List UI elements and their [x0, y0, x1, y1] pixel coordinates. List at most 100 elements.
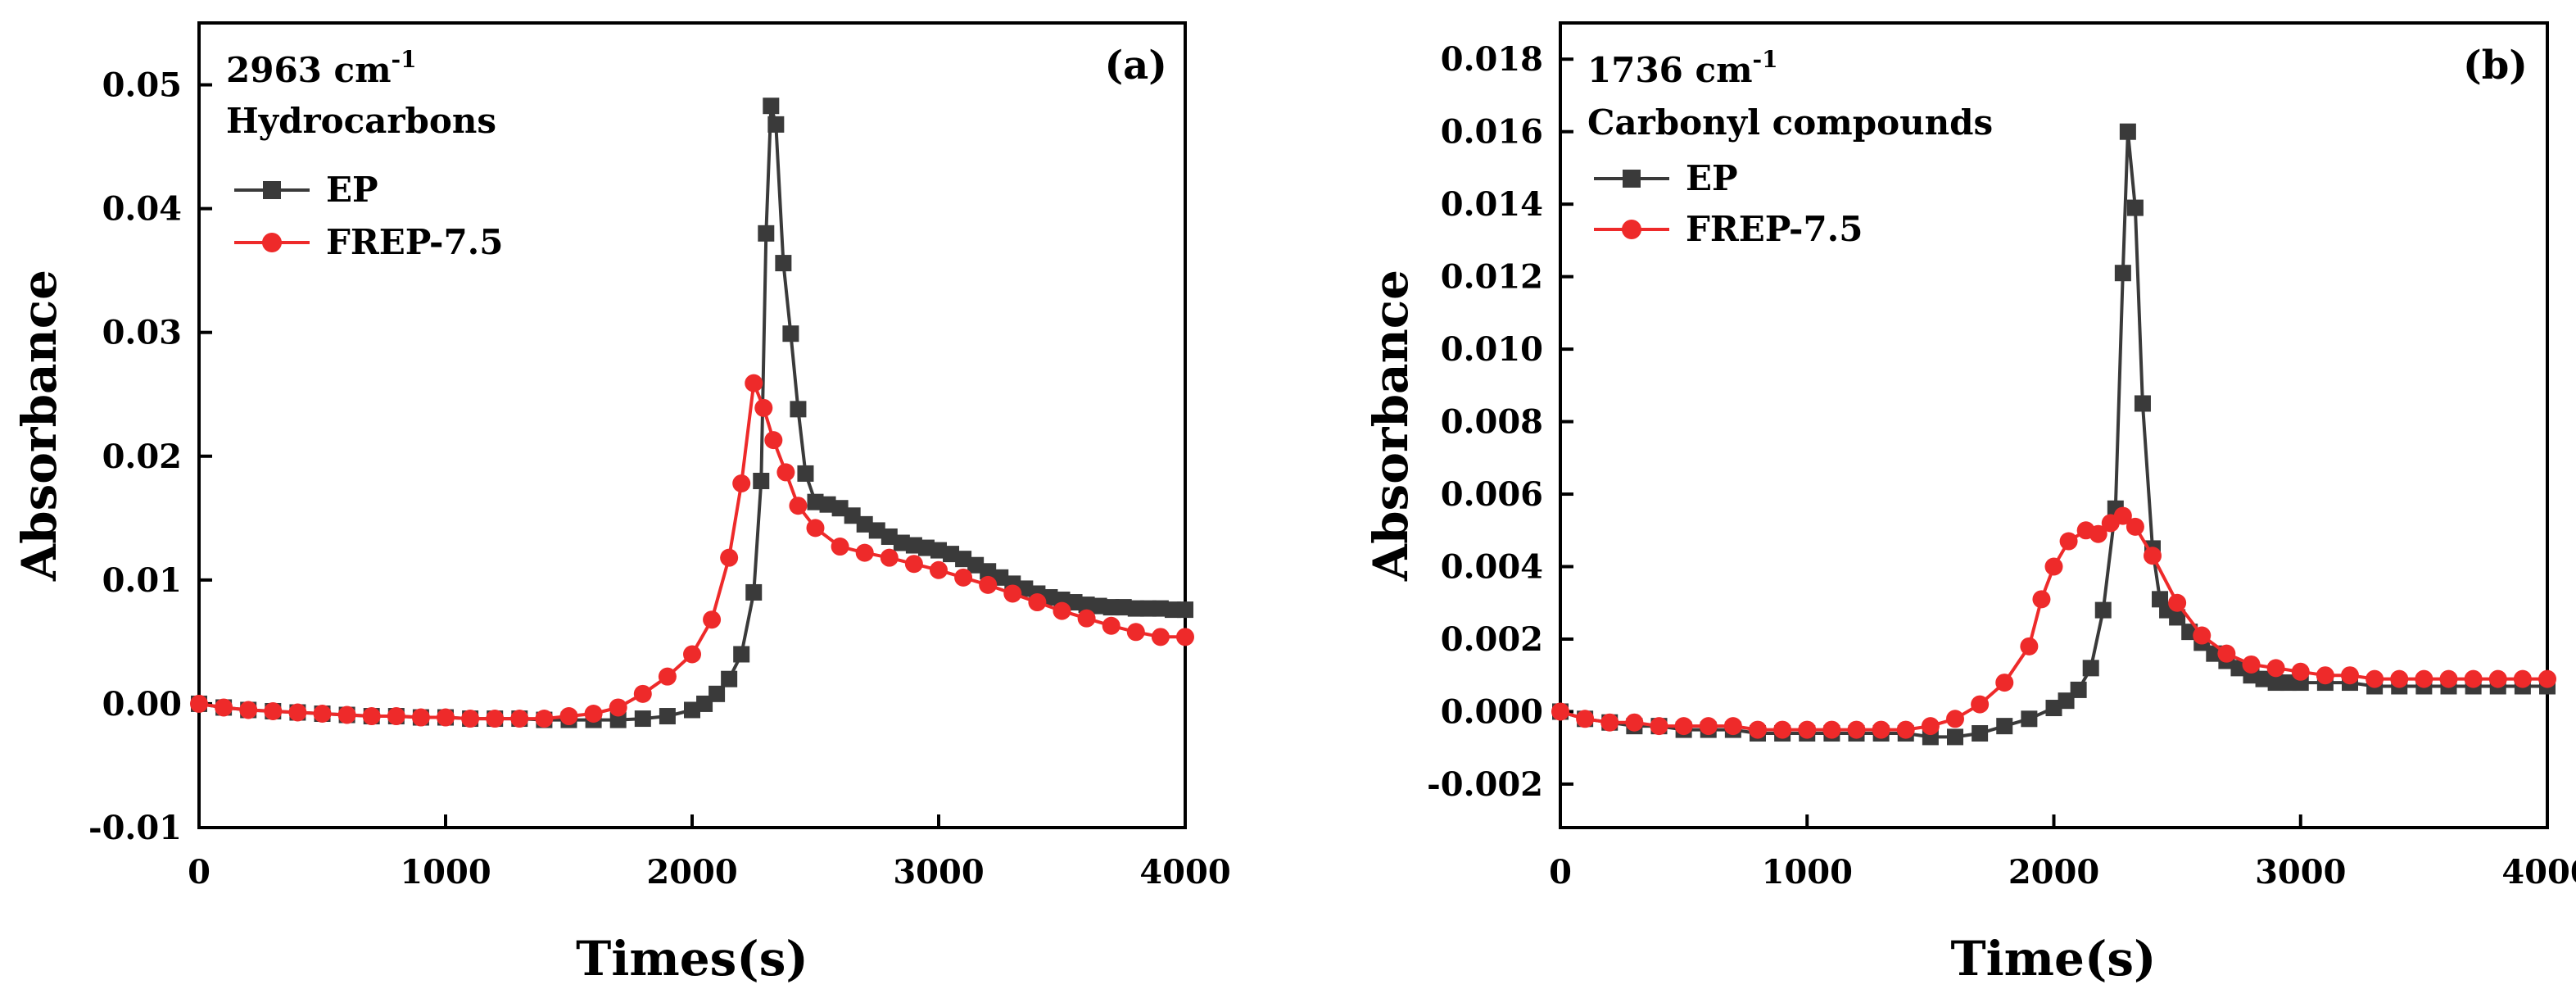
legend: EP FREP-7.5 [234, 170, 504, 262]
compound-annotation: Hydrocarbons [226, 101, 496, 141]
y-tick-label: 0.008 [1441, 403, 1543, 442]
data-point-frep-7-5 [190, 694, 208, 713]
data-point-ep [2114, 265, 2131, 282]
data-point-ep [955, 551, 972, 568]
data-point-ep [2058, 692, 2075, 710]
x-tick-label: 2000 [646, 853, 737, 891]
panel-label: (a) [1104, 43, 1167, 88]
data-point-frep-7-5 [1551, 702, 1569, 721]
data-point-frep-7-5 [720, 548, 739, 567]
legend-item-frep: FREP-7.5 [1594, 209, 1863, 249]
x-tick-label: 0 [188, 853, 211, 891]
data-point-frep-7-5 [776, 463, 795, 482]
data-point-ep [763, 98, 780, 115]
data-point-ep [2119, 123, 2136, 140]
x-tick-label: 4000 [2501, 853, 2576, 891]
data-point-ep [2094, 601, 2112, 619]
y-tick-label: 0.006 [1441, 475, 1543, 514]
data-point-ep [1972, 724, 1989, 742]
data-point-frep-7-5 [1650, 717, 1668, 736]
data-point-frep-7-5 [1723, 717, 1742, 736]
data-point-frep-7-5 [2168, 593, 2187, 612]
data-point-frep-7-5 [954, 568, 973, 587]
compound-annotation: Carbonyl compounds [1587, 102, 1993, 143]
data-point-ep [709, 685, 726, 702]
axis-ticks: 0 1000 2000 3000 4000 -0.01 0.00 0.01 0.02 0.03 0.… [88, 66, 1231, 891]
data-point-frep-7-5 [2341, 666, 2359, 685]
data-point-ep [767, 116, 785, 133]
y-tick-label: 0.002 [1441, 620, 1543, 659]
series-layer [190, 98, 1194, 728]
data-point-frep-7-5 [831, 538, 849, 556]
data-point-frep-7-5 [535, 710, 554, 728]
data-point-frep-7-5 [880, 548, 899, 567]
data-point-frep-7-5 [609, 698, 627, 717]
data-point-frep-7-5 [1151, 628, 1170, 646]
data-point-frep-7-5 [2032, 590, 2051, 609]
data-point-frep-7-5 [486, 710, 505, 728]
data-point-ep [2267, 674, 2284, 692]
data-point-frep-7-5 [1822, 720, 1841, 739]
data-point-ep [753, 472, 770, 489]
data-point-ep [790, 401, 807, 418]
data-point-ep [2255, 670, 2272, 687]
data-point-frep-7-5 [2044, 557, 2063, 576]
y-tick-label: 0.000 [1441, 692, 1543, 731]
data-point-frep-7-5 [1674, 717, 1693, 736]
data-point-frep-7-5 [1749, 720, 1767, 739]
data-point-frep-7-5 [2538, 669, 2556, 688]
data-point-ep [980, 563, 997, 580]
data-point-frep-7-5 [2126, 517, 2144, 536]
data-point-frep-7-5 [930, 560, 948, 579]
data-point-ep [684, 701, 700, 719]
series-line-frep-7-5 [1560, 514, 2547, 732]
data-point-ep [844, 507, 861, 524]
data-point-frep-7-5 [683, 645, 701, 664]
data-point-ep [1996, 718, 2013, 735]
data-point-frep-7-5 [584, 705, 603, 724]
wavenumber-annotation: 2963 cm-1 [226, 46, 417, 90]
data-point-frep-7-5 [1126, 623, 1145, 642]
wavenumber-text: 1736 cm [1587, 50, 1753, 90]
y-tick-label: 0.04 [102, 190, 182, 229]
data-point-frep-7-5 [2488, 669, 2507, 688]
data-point-frep-7-5 [1600, 713, 1619, 732]
data-point-ep [2126, 199, 2144, 216]
data-point-ep [634, 710, 651, 728]
data-point-ep [881, 528, 898, 545]
data-point-frep-7-5 [2144, 547, 2162, 565]
data-point-ep [930, 542, 947, 559]
data-point-frep-7-5 [1872, 720, 1890, 739]
data-point-frep-7-5 [1625, 713, 1644, 732]
data-point-frep-7-5 [2439, 669, 2458, 688]
x-axis-title: Time(s) [1950, 931, 2156, 987]
series-line-frep-7-5 [198, 381, 1185, 721]
chart-panel-a: 0 1000 2000 3000 4000 -0.01 0.00 0.01 0.02 0.03 0.… [11, 21, 1231, 987]
x-tick-label: 4000 [1139, 853, 1230, 891]
series-frep-7-5 [190, 374, 1194, 728]
data-point-ep [2169, 609, 2186, 626]
series-frep-7-5 [1551, 506, 2556, 739]
data-point-frep-7-5 [2513, 669, 2532, 688]
data-point-frep-7-5 [789, 497, 808, 515]
data-point-ep [831, 500, 849, 517]
data-point-frep-7-5 [1946, 710, 1964, 728]
data-point-ep [1115, 599, 1132, 616]
x-tick-label: 3000 [2255, 853, 2346, 891]
data-point-ep [1164, 601, 1181, 619]
x-tick-label: 3000 [893, 853, 984, 891]
y-tick-label: 0.03 [102, 314, 182, 352]
y-tick-label: 0.01 [102, 561, 182, 600]
data-point-frep-7-5 [2415, 669, 2433, 688]
data-point-frep-7-5 [703, 610, 722, 629]
data-point-frep-7-5 [1176, 628, 1194, 646]
data-point-frep-7-5 [1773, 720, 1792, 739]
data-point-frep-7-5 [362, 707, 381, 726]
legend-marker-frep [1622, 220, 1641, 239]
data-point-ep [2021, 710, 2038, 728]
data-point-frep-7-5 [904, 555, 923, 574]
data-point-ep [1102, 599, 1120, 616]
panel-label: (b) [2463, 43, 2528, 88]
y-tick-label: 0.018 [1441, 40, 1543, 79]
data-point-ep [967, 556, 985, 574]
